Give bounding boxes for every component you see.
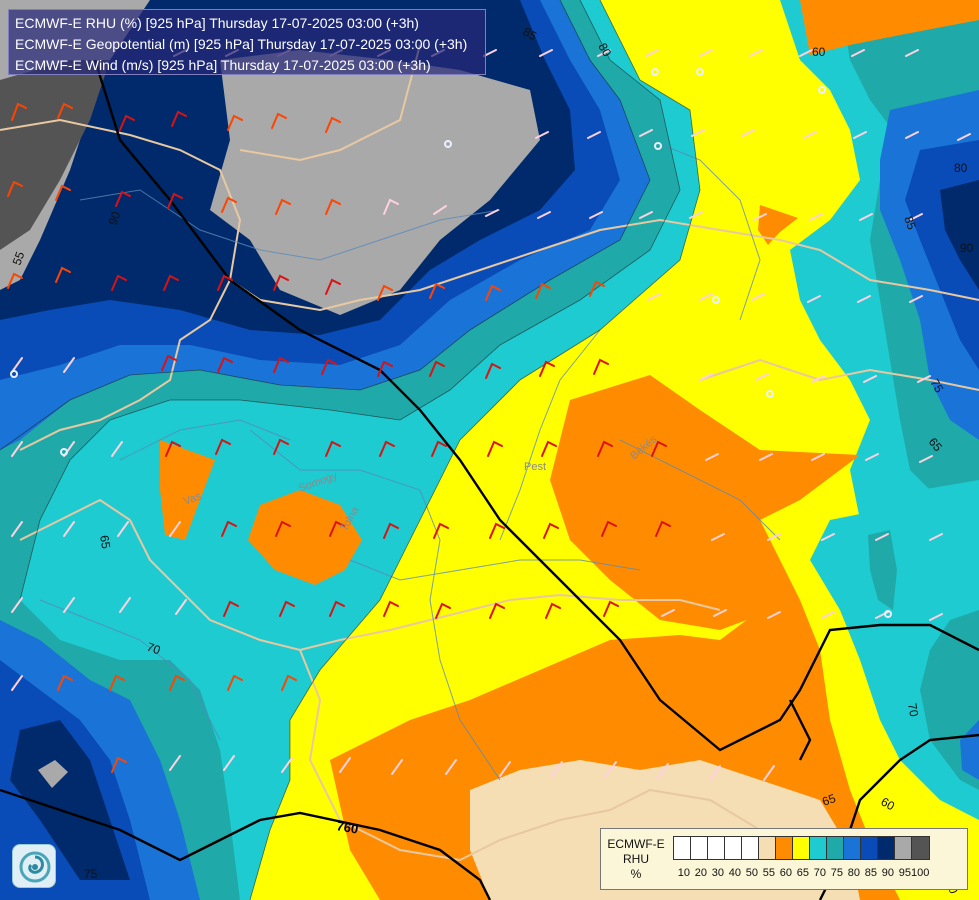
rhu-band-70-75-e-small	[868, 530, 897, 610]
legend-swatch	[776, 837, 793, 859]
legend-swatch	[708, 837, 725, 859]
contour-label: 80	[954, 161, 968, 175]
legend-tick: 50	[745, 867, 758, 879]
rhu-legend: ECMWF-E RHU % 10 20 30 40 50 55 60 65 70 75 80 85 90…	[600, 828, 968, 890]
rhu-band-55-60-ne-small	[758, 205, 798, 245]
contour-label: 65	[97, 534, 113, 550]
legend-tick: 95	[898, 867, 911, 879]
legend-swatch	[674, 837, 691, 859]
legend-swatch	[827, 837, 844, 859]
legend-swatch	[691, 837, 708, 859]
wind-barbs-orange	[7, 102, 605, 773]
legend-swatch	[742, 837, 759, 859]
geopotential-label: 760	[335, 818, 359, 837]
map-title-box: ECMWF-E RHU (%) [925 hPa] Thursday 17-07…	[8, 9, 486, 75]
legend-swatch	[878, 837, 895, 859]
rhu-band-55-60-somogy	[248, 490, 362, 585]
legend-tick: 60	[779, 867, 792, 879]
contour-label: 80	[595, 41, 614, 60]
contour-label: 70	[905, 702, 921, 718]
contour-label: 70	[145, 640, 163, 658]
contour-label: 75	[84, 867, 98, 881]
contour-label: 55	[10, 249, 28, 267]
rhu-band-85-90-sw	[10, 720, 130, 880]
rhu-band-55-60-center	[550, 375, 860, 630]
title-rhu: ECMWF-E RHU (%) [925 hPa] Thursday 17-07…	[15, 15, 419, 31]
legend-tick: 20	[694, 867, 707, 879]
legend-tick: 55	[762, 867, 775, 879]
place-label-pest: Pest	[524, 461, 546, 473]
title-wind: ECMWF-E Wind (m/s) [925 hPa] Thursday 17…	[15, 57, 431, 73]
wind-barbs	[7, 49, 971, 781]
contour-label: 85	[521, 24, 540, 43]
legend-tick-labels: 10 20 30 40 50 55 60 65 70 75 80 85 90 95 100	[673, 867, 930, 879]
contour-label: 90	[106, 209, 124, 227]
contour-labels: 85 80 60 55 90 80 85 90 75 65 65 70 70 6…	[10, 24, 974, 895]
contour-label: 85	[901, 214, 919, 232]
rhu-band-95-100-west	[0, 60, 110, 250]
place-label-vas: Vas	[182, 490, 204, 508]
legend-model: ECMWF-E	[607, 837, 665, 851]
wind-barbs-pink	[11, 49, 971, 781]
legend-tick: 85	[864, 867, 877, 879]
legend-swatch	[810, 837, 827, 859]
wind-calm-markers	[10, 68, 892, 618]
legend-tick: 90	[881, 867, 894, 879]
legend-title: ECMWF-E RHU %	[601, 837, 671, 882]
legend-swatch	[725, 837, 742, 859]
contour-label: 90	[960, 241, 974, 255]
legend-swatch	[759, 837, 776, 859]
rhu-band-90-95-center	[210, 50, 540, 315]
legend-tick: 80	[847, 867, 860, 879]
title-geopotential: ECMWF-E Geopotential (m) [925 hPa] Thurs…	[15, 36, 468, 52]
legend-swatch	[793, 837, 810, 859]
rhu-band-55-60-top	[800, 0, 979, 55]
contour-label: 60	[879, 794, 898, 813]
legend-tick: 30	[711, 867, 724, 879]
contour-label: 60	[812, 45, 826, 59]
legend-tick: 65	[796, 867, 809, 879]
legend-variable: RHU	[623, 852, 649, 866]
rhu-band-85-90-ne	[940, 180, 979, 290]
legend-swatch	[895, 837, 912, 859]
wind-barbs-red	[111, 110, 671, 619]
country-borders	[0, 44, 979, 862]
legend-unit: %	[630, 867, 642, 881]
rhu-band-90-95-sw	[38, 760, 68, 788]
legend-tick: 70	[813, 867, 826, 879]
contour-label: 75	[927, 377, 946, 396]
legend-swatch	[912, 837, 929, 859]
legend-color-scale	[673, 836, 930, 860]
legend-swatch	[861, 837, 878, 859]
ecmwf-swirl-icon	[12, 844, 56, 888]
rhu-band-55-60-vas	[160, 440, 215, 540]
legend-tick: 100	[911, 867, 930, 879]
contour-label: 65	[820, 791, 838, 809]
legend-tick: 40	[728, 867, 741, 879]
legend-tick: 10	[677, 867, 690, 879]
legend-swatch	[844, 837, 861, 859]
legend-tick: 75	[830, 867, 843, 879]
